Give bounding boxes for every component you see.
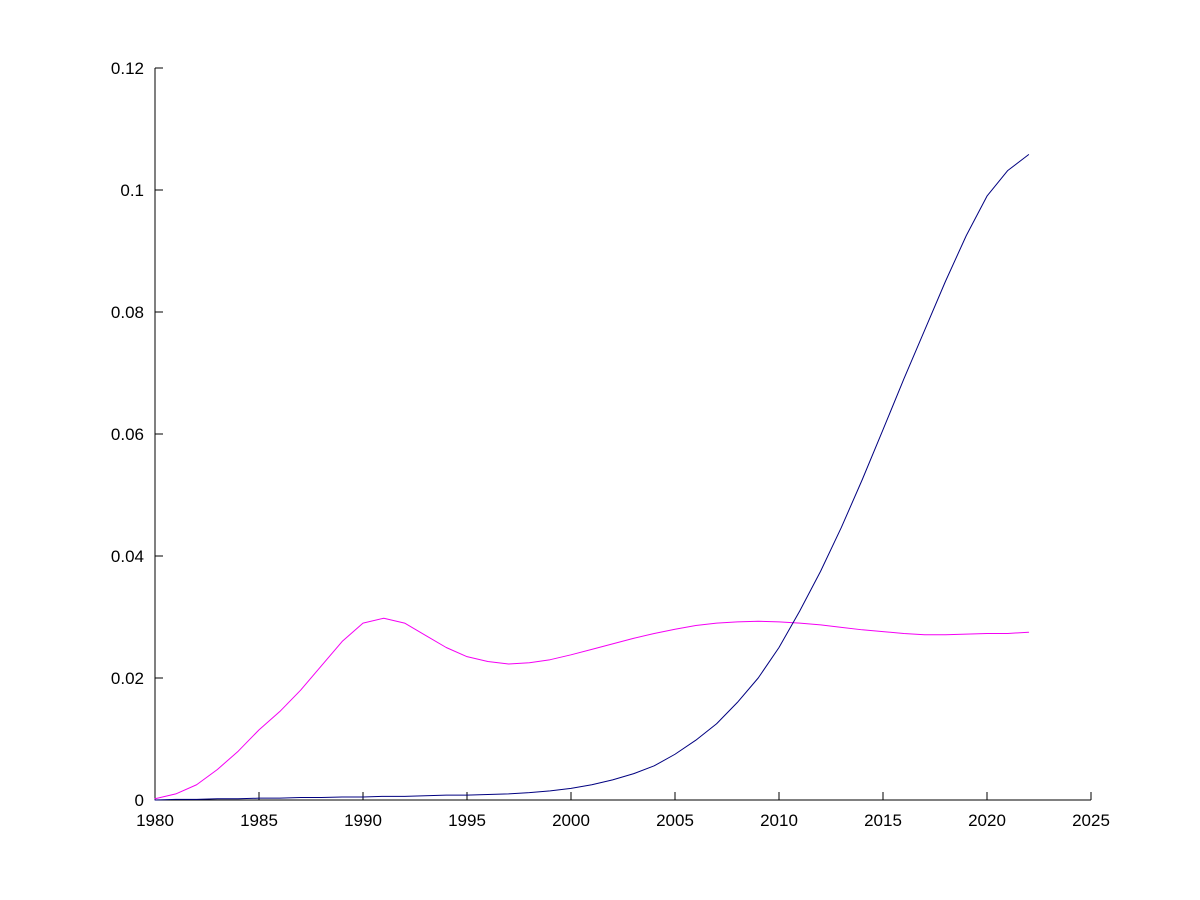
y-tick-label: 0.1	[120, 181, 144, 200]
x-tick-label: 2015	[864, 811, 902, 830]
y-tick-label: 0.06	[111, 425, 144, 444]
x-tick-label: 1985	[240, 811, 278, 830]
x-tick-label: 2010	[760, 811, 798, 830]
x-tick-label: 2020	[968, 811, 1006, 830]
y-tick-label: 0.04	[111, 547, 144, 566]
x-tick-label: 2000	[552, 811, 590, 830]
y-tick-label: 0.08	[111, 303, 144, 322]
magenta-line	[154, 617, 1030, 800]
x-tick-label: 2005	[656, 811, 694, 830]
x-tick-label: 1980	[136, 811, 174, 830]
x-tick-label: 2025	[1072, 811, 1110, 830]
x-tick-label: 1990	[344, 811, 382, 830]
y-tick-label: 0	[135, 791, 144, 810]
dark-blue-line	[154, 154, 1030, 801]
y-tick-label: 0.02	[111, 669, 144, 688]
x-tick-label: 1995	[448, 811, 486, 830]
y-tick-label: 0.12	[111, 59, 144, 78]
